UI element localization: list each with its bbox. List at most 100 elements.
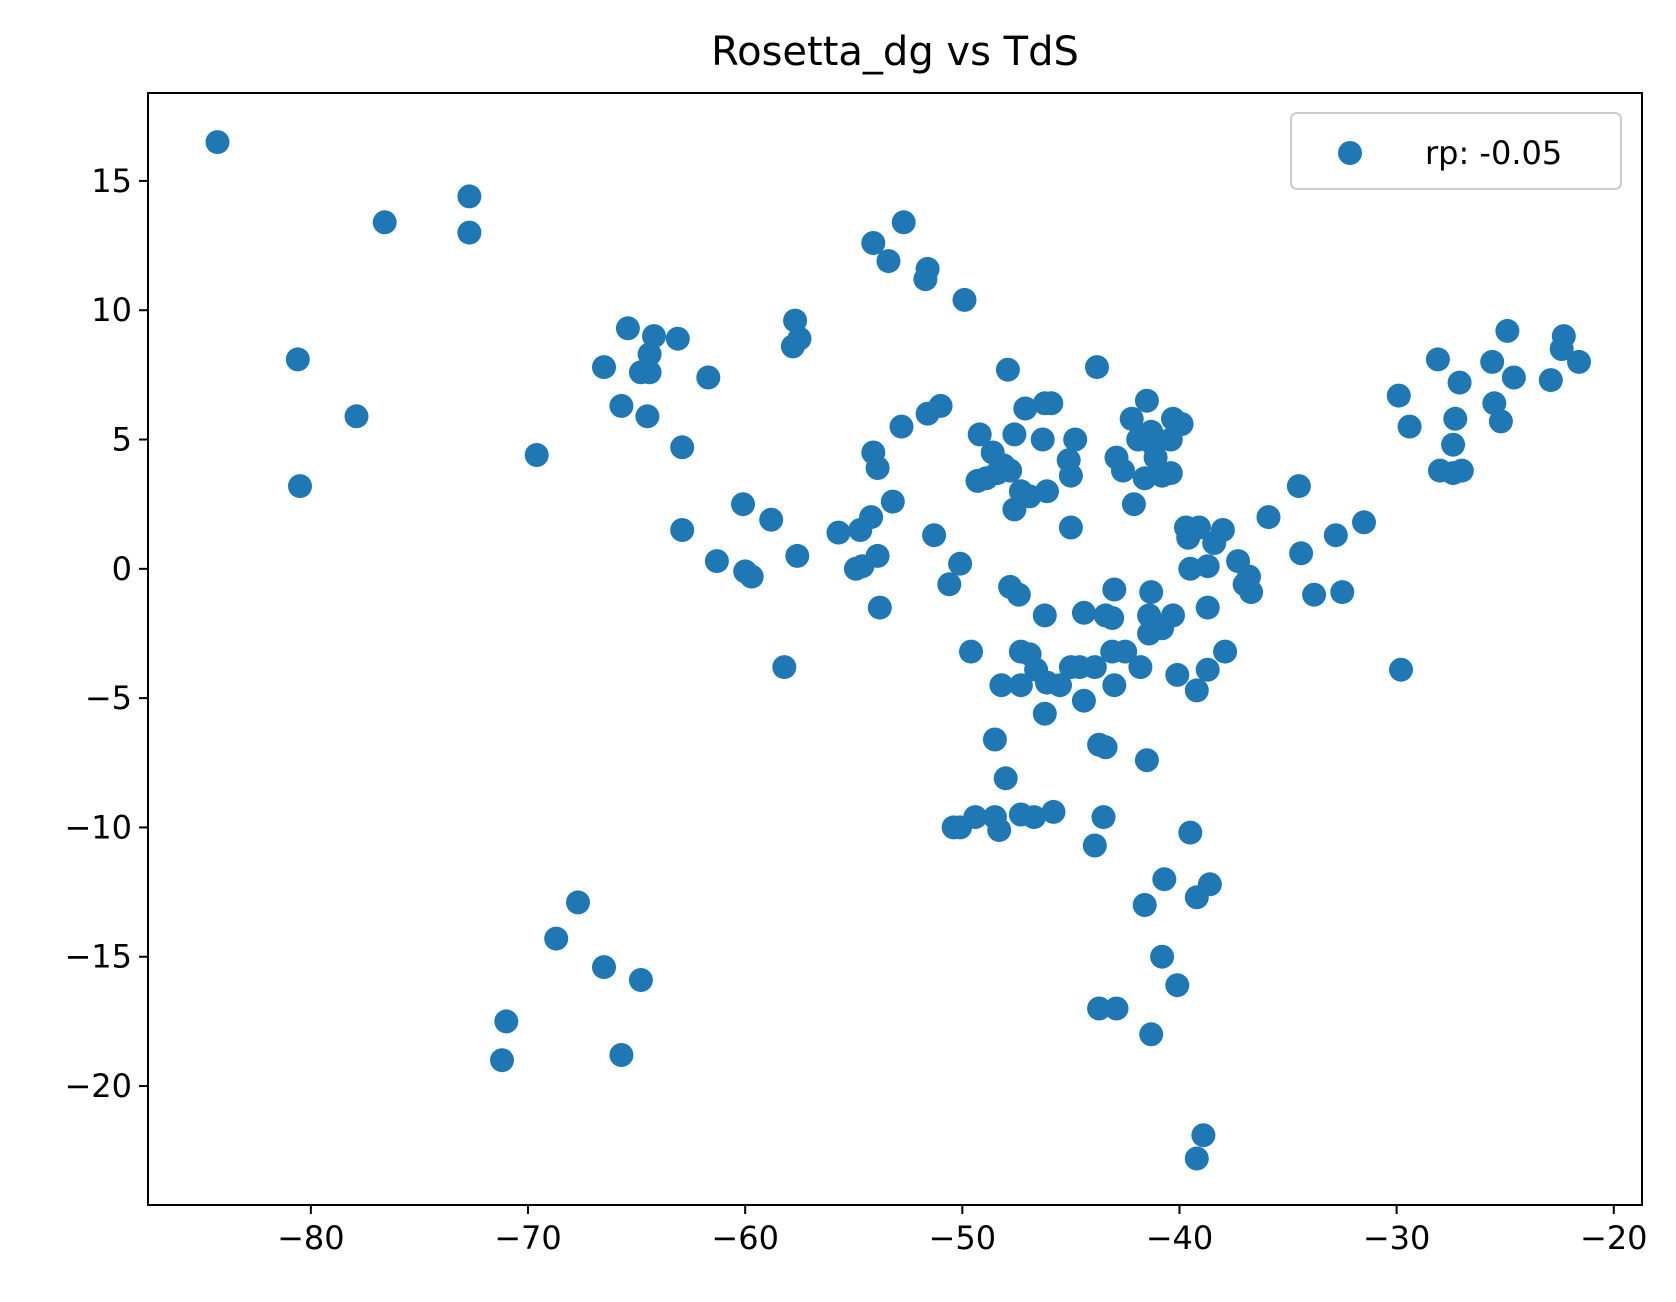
data-point — [592, 955, 616, 980]
data-point — [785, 543, 810, 568]
data-point — [1184, 678, 1209, 703]
data-point — [859, 505, 884, 530]
x-tick-label: −30 — [1363, 1219, 1431, 1257]
data-point — [696, 365, 721, 390]
data-point — [1013, 396, 1038, 421]
data-point — [1032, 391, 1057, 416]
data-point — [1202, 531, 1227, 555]
data-point — [867, 595, 892, 620]
data-points — [205, 130, 1591, 1171]
data-point — [1134, 748, 1159, 773]
data-point — [913, 267, 938, 292]
data-point — [1538, 368, 1563, 393]
y-tick-label: 10 — [91, 291, 132, 329]
data-point — [1071, 600, 1096, 625]
data-point — [1443, 406, 1468, 431]
data-point — [1195, 657, 1220, 682]
data-point — [1030, 427, 1055, 452]
data-point — [1002, 497, 1027, 522]
data-point — [637, 342, 662, 367]
data-point — [987, 818, 1012, 842]
data-point — [704, 549, 729, 574]
data-point — [880, 489, 905, 514]
data-point — [1501, 365, 1526, 390]
data-point — [1058, 515, 1083, 540]
data-point — [1165, 973, 1190, 998]
data-point — [1488, 409, 1513, 434]
data-point — [1139, 580, 1164, 605]
data-point — [1102, 577, 1127, 602]
data-point — [876, 249, 901, 274]
data-point — [952, 287, 977, 312]
data-point — [670, 518, 695, 542]
data-point — [1032, 603, 1057, 628]
data-point — [993, 766, 1018, 791]
data-point — [982, 727, 1007, 752]
data-point — [1195, 554, 1220, 579]
data-point — [1102, 673, 1127, 698]
data-point — [1032, 701, 1057, 726]
data-point — [1152, 867, 1177, 892]
data-point — [891, 210, 916, 235]
data-point — [1085, 355, 1109, 380]
data-point — [783, 308, 808, 333]
data-point — [928, 393, 953, 418]
data-point — [759, 507, 784, 532]
data-point — [1286, 474, 1311, 499]
data-point — [772, 655, 797, 680]
data-point — [1113, 639, 1138, 664]
data-point — [865, 543, 890, 568]
data-point — [490, 1048, 514, 1073]
data-point — [959, 639, 983, 664]
data-point — [1134, 388, 1159, 413]
data-point — [205, 130, 230, 155]
data-point — [1002, 422, 1027, 447]
data-point — [861, 231, 886, 255]
data-point — [637, 360, 662, 385]
data-point — [285, 347, 310, 372]
data-point — [1104, 996, 1129, 1021]
data-point — [1158, 461, 1183, 486]
data-point — [1176, 525, 1201, 550]
data-point — [1082, 655, 1107, 680]
data-point — [372, 210, 397, 235]
x-tick-label: −70 — [494, 1219, 562, 1257]
data-point — [1058, 463, 1083, 488]
data-point — [566, 890, 590, 915]
data-point — [1150, 944, 1175, 969]
data-point — [1006, 582, 1031, 607]
data-point — [1161, 603, 1185, 628]
data-point — [995, 357, 1020, 382]
data-point — [1041, 799, 1066, 824]
data-point — [1441, 432, 1466, 457]
data-point — [780, 334, 805, 359]
data-point — [1197, 872, 1222, 897]
data-point — [963, 805, 988, 830]
data-point — [1256, 505, 1281, 530]
data-point — [1302, 582, 1327, 607]
data-point — [609, 1043, 634, 1067]
data-point — [1323, 523, 1348, 548]
data-point — [1352, 510, 1376, 535]
data-point — [1035, 479, 1059, 504]
x-tick-label: −60 — [711, 1219, 779, 1257]
data-point — [1008, 673, 1033, 698]
data-point — [1022, 805, 1046, 830]
data-point — [1063, 427, 1088, 452]
legend-box — [1290, 112, 1622, 190]
data-point — [948, 551, 973, 576]
legend: rp: -0.05 — [1290, 112, 1622, 190]
x-tick-label: −20 — [1580, 1219, 1648, 1257]
data-point — [1184, 1146, 1209, 1171]
data-point — [524, 443, 549, 467]
data-point — [1397, 414, 1422, 439]
y-tick-label: −20 — [64, 1067, 132, 1105]
data-point — [1549, 337, 1574, 361]
data-point — [889, 414, 914, 439]
data-point — [670, 435, 695, 460]
data-point — [1071, 688, 1096, 713]
data-point — [1087, 996, 1112, 1021]
y-tick-label: −5 — [85, 679, 132, 717]
data-point — [609, 393, 634, 418]
